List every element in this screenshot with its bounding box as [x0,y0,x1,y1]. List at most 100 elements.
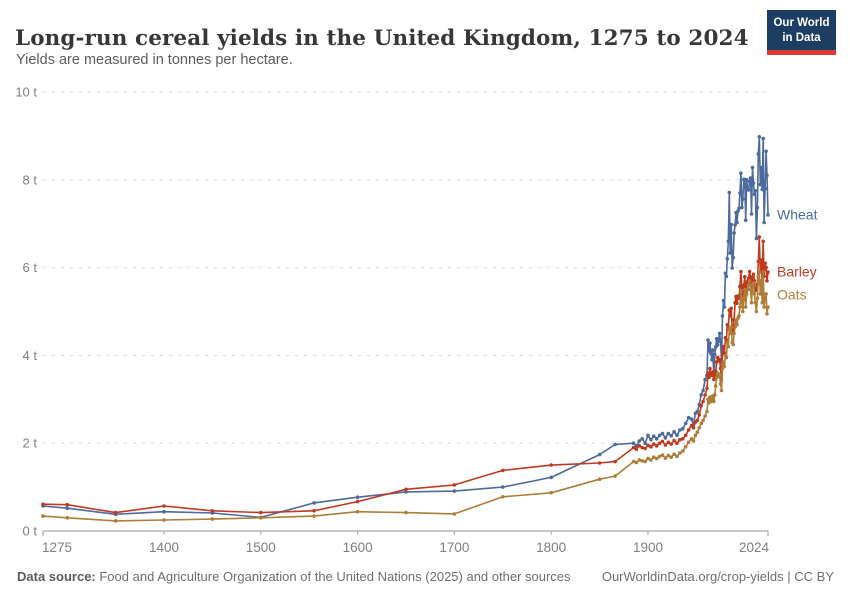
data-point-wheat [501,485,505,489]
data-point-barley [669,442,673,446]
data-point-barley [660,439,665,444]
data-point-oats [758,292,763,296]
data-point-oats [724,355,729,360]
data-point-wheat [746,188,751,192]
data-point-barley [65,502,69,507]
data-point-oats [646,456,650,461]
data-point-barley [646,443,650,448]
data-point-wheat [675,433,679,438]
data-point-wheat [750,165,755,170]
data-point-barley [759,258,763,262]
data-point-wheat [760,187,764,192]
data-point-wheat [637,439,642,443]
data-point-oats [757,270,762,274]
data-point-wheat [666,431,671,436]
data-point-wheat [686,415,691,420]
data-point-oats [745,287,750,292]
data-point-oats [705,409,709,414]
data-source-label: Data source: [17,569,96,584]
data-point-oats [754,309,759,314]
data-point-wheat [722,305,727,309]
data-point-barley [708,366,712,371]
data-point-wheat [646,433,650,438]
data-point-barley [113,510,118,515]
data-point-wheat [404,490,408,494]
data-point-oats [744,292,749,296]
data-point-oats [753,300,758,305]
series-barley[interactable]: Barley [41,235,817,515]
data-point-barley [663,443,668,447]
data-point-barley [649,444,653,449]
data-point-wheat [649,437,653,442]
y-tick-label: 10 t [15,85,37,100]
data-point-barley [706,371,710,375]
data-point-oats [452,512,457,516]
data-point-wheat [613,442,617,447]
data-point-oats [748,287,753,292]
data-point-wheat [729,222,733,227]
data-point-barley [672,438,676,443]
data-point-oats [742,296,746,301]
series-wheat[interactable]: Wheat [41,135,818,520]
x-tick-label: 1400 [149,540,179,555]
data-point-oats [695,430,700,435]
data-point-oats [713,393,717,397]
data-point-oats [739,289,743,294]
data-point-barley [697,412,702,417]
data-point-wheat [708,341,712,345]
data-point-oats [755,296,760,301]
data-point-barley [743,275,747,279]
data-point-barley [710,373,714,378]
data-point-barley [683,433,688,438]
data-point-oats [731,342,735,347]
data-point-wheat [756,152,761,156]
series-line-oats [42,271,769,522]
data-point-wheat [733,223,737,227]
data-point-barley [765,279,769,283]
data-point-wheat [715,343,720,347]
data-point-oats [669,455,673,460]
data-point-wheat [751,181,756,185]
data-point-oats [738,305,742,309]
y-tick-label: 0 t [23,524,38,539]
data-point-wheat [753,189,758,193]
data-point-oats [726,344,731,349]
data-point-oats [722,364,727,369]
data-point-barley [681,437,685,441]
data-point-oats [210,517,215,521]
data-point-wheat [678,428,682,432]
data-point-oats [732,331,736,336]
data-point-wheat [765,173,769,178]
data-source-note: Data source: Food and Agriculture Organi… [17,569,571,584]
data-point-wheat [728,251,732,255]
data-point-wheat [657,433,662,438]
credit-link[interactable]: OurWorldinData.org/crop-yields | CC BY [601,569,834,584]
owid-logo[interactable]: Our World in Data [767,10,836,56]
y-tick-label: 6 t [23,260,38,275]
data-point-oats [162,518,166,522]
data-point-wheat [549,475,553,480]
data-point-oats [712,399,716,404]
data-point-barley [643,446,647,451]
series-label-barley: Barley [777,263,817,279]
data-point-wheat [731,255,735,260]
data-point-wheat [669,433,673,438]
owid-logo-line2: in Data [782,31,821,44]
data-point-wheat [764,149,768,154]
data-point-wheat [683,421,688,426]
data-point-oats [743,305,748,309]
data-point-wheat [162,509,166,514]
data-point-oats [749,300,754,305]
data-point-wheat [640,437,644,441]
data-point-wheat [730,266,734,270]
data-point-oats [718,382,723,386]
data-point-wheat [711,348,715,352]
data-point-wheat [660,431,665,436]
data-point-oats [761,270,765,274]
series-oats[interactable]: Oats [41,270,807,523]
data-point-barley [657,441,662,446]
data-point-wheat [761,136,765,141]
data-point-barley [742,283,746,288]
data-point-oats [735,322,739,327]
